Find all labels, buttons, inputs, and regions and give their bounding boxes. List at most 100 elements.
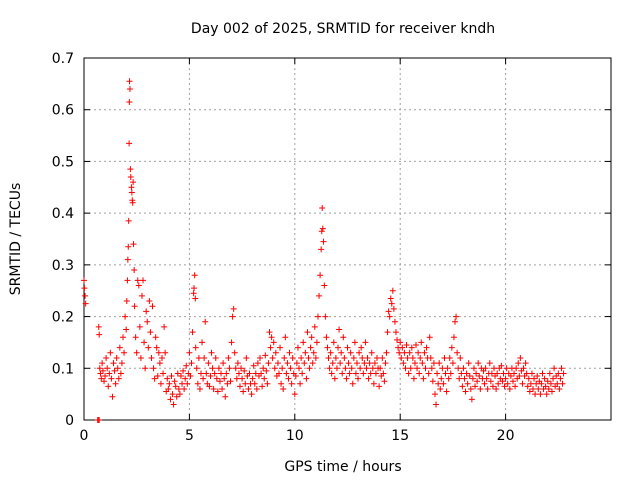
data-point [498,362,505,369]
data-point [545,385,552,392]
data-point [104,365,111,372]
y-tick-labels: 0 0.1 0.2 0.3 0.4 0.5 0.6 0.7 [52,51,74,429]
data-point [327,349,334,356]
data-point [263,367,270,374]
data-point [225,354,232,361]
data-point [168,373,175,380]
data-point [469,375,476,382]
data-point [513,365,520,372]
data-point [539,370,546,377]
data-point [481,380,488,387]
data-point [559,380,566,387]
data-point [486,360,493,367]
data-point [408,344,415,351]
data-point [166,380,173,387]
data-point [405,370,412,377]
data-point [328,370,335,377]
data-point [442,370,449,377]
data-point [330,339,337,346]
data-point [126,140,133,147]
data-point [130,241,137,248]
data-point [359,354,366,361]
data-point [418,339,425,346]
data-point [145,344,152,351]
data-point [101,378,108,385]
data-point [503,365,510,372]
data-point [154,373,161,380]
data-point [126,86,133,93]
data-point [266,329,273,336]
data-point [260,365,267,372]
data-point [203,370,210,377]
x-tick-label: 10 [286,428,304,444]
data-point [129,199,136,206]
data-point [235,370,242,377]
data-point [221,375,228,382]
data-point [343,375,350,382]
data-point [348,365,355,372]
data-point [216,378,223,385]
data-point [324,344,331,351]
data-point [213,375,220,382]
data-point [459,383,466,390]
data-point [352,370,359,377]
data-point [419,360,426,367]
y-axis-label: SRMTID / TECUs [8,183,24,296]
data-points [81,78,567,423]
data-point [279,365,286,372]
data-point [226,365,233,372]
data-point [448,344,455,351]
data-point [532,391,539,398]
data-point [123,326,130,333]
data-point [253,385,260,392]
data-point [113,354,120,361]
data-point [258,370,265,377]
data-point [233,375,240,382]
data-point [220,360,227,367]
data-point [314,313,321,320]
data-point [533,380,540,387]
data-point [400,360,407,367]
data-point [230,305,237,312]
data-point [149,303,156,310]
data-point [347,349,354,356]
data-point [363,365,370,372]
data-point [274,360,281,367]
data-point [370,380,377,387]
data-point [319,225,326,232]
data-point [449,360,456,367]
data-point [318,228,325,235]
data-point [218,370,225,377]
data-point [81,285,88,292]
data-point [138,292,145,299]
data-point [190,290,197,297]
data-point [81,277,87,284]
data-point [199,339,206,346]
data-point [379,354,386,361]
data-point [287,365,294,372]
data-point [391,318,398,325]
data-point [250,362,257,369]
data-point [158,354,165,361]
data-point [502,375,509,382]
data-point [191,285,198,292]
data-point [311,323,318,330]
data-point [301,360,308,367]
data-point [160,370,167,377]
data-point [191,272,198,279]
data-point [222,393,229,400]
data-point [519,380,526,387]
data-point [177,373,184,380]
data-point [96,331,103,338]
data-point [361,360,368,367]
data-point [131,267,138,274]
data-point [365,375,372,382]
data-point [482,365,489,372]
data-point [108,375,115,382]
data-point [180,367,187,374]
data-point [457,354,464,361]
data-point [367,370,374,377]
data-point [234,360,241,367]
data-point [554,380,561,387]
data-point [223,370,230,377]
